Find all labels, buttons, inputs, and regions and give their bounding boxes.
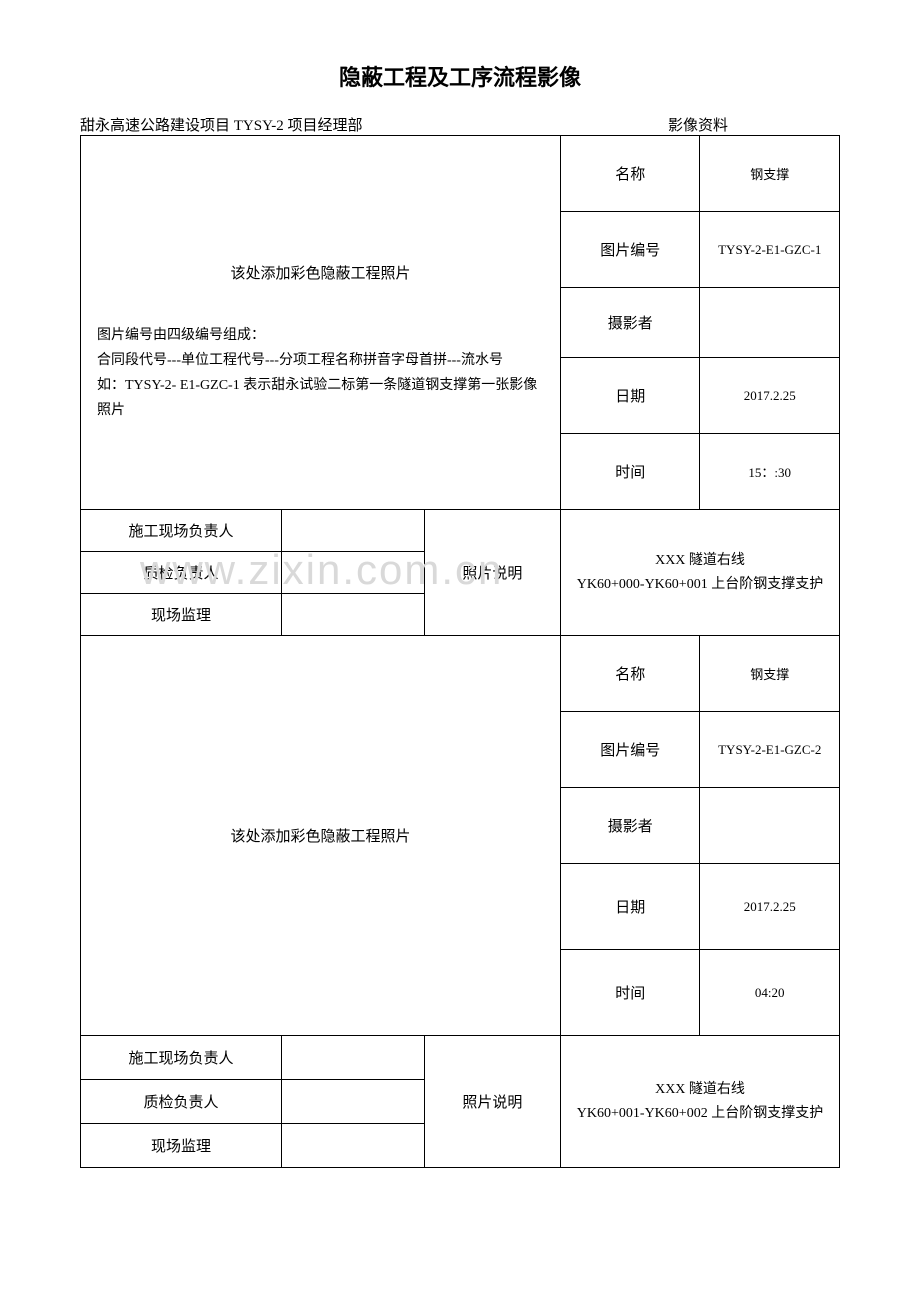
photo-area-2: 该处添加彩色隐蔽工程照片 <box>81 636 561 1036</box>
time-value-1: 15：:30 <box>700 434 840 510</box>
desc-line1-2: XXX 隧道右线 <box>655 1082 745 1097</box>
pic-no-value-1: TYSY-2-E1-GZC-1 <box>700 212 840 288</box>
desc-line1-1: XXX 隧道右线 <box>655 553 745 568</box>
name-value-2: 钢支撑 <box>700 636 840 712</box>
date-label-1: 日期 <box>561 358 700 434</box>
photographer-label-1: 摄影者 <box>561 288 700 358</box>
photo-note-1: 图片编号由四级编号组成： 合同段代号---单位工程代号---分项工程名称拼音字母… <box>85 323 556 424</box>
pic-no-label-2: 图片编号 <box>561 712 700 788</box>
desc-line2-2: YK60+001-YK60+002 上台阶钢支撑支护 <box>577 1106 823 1121</box>
desc-label-2: 照片说明 <box>424 1036 560 1168</box>
time-label-1: 时间 <box>561 434 700 510</box>
date-value-2: 2017.2.25 <box>700 864 840 950</box>
supervisor-value-2 <box>282 1124 425 1168</box>
pic-no-value-2: TYSY-2-E1-GZC-2 <box>700 712 840 788</box>
date-label-2: 日期 <box>561 864 700 950</box>
supervisor-value-1 <box>282 594 425 636</box>
qc-person-value-1 <box>282 552 425 594</box>
site-person-value-2 <box>282 1036 425 1080</box>
desc-value-1: XXX 隧道右线 YK60+000-YK60+001 上台阶钢支撑支护 <box>561 510 840 636</box>
site-person-label-2: 施工现场负责人 <box>81 1036 282 1080</box>
time-label-2: 时间 <box>561 950 700 1036</box>
header-row: 甜永高速公路建设项目 TYSY-2 项目经理部 影像资料 <box>80 114 840 135</box>
photo-area-1: 该处添加彩色隐蔽工程照片 图片编号由四级编号组成： 合同段代号---单位工程代号… <box>81 136 561 510</box>
photo-prompt-1: 该处添加彩色隐蔽工程照片 <box>85 192 556 283</box>
header-material: 影像资料 <box>668 114 840 135</box>
date-value-1: 2017.2.25 <box>700 358 840 434</box>
note-line-3: 如：TYSY-2- E1-GZC-1 表示甜永试验二标第一条隧道钢支撑第一张影像… <box>97 378 537 418</box>
time-value-2: 04:20 <box>700 950 840 1036</box>
photographer-value-1 <box>700 288 840 358</box>
supervisor-label-2: 现场监理 <box>81 1124 282 1168</box>
name-value-1: 钢支撑 <box>700 136 840 212</box>
name-label-1: 名称 <box>561 136 700 212</box>
photo-prompt-2: 该处添加彩色隐蔽工程照片 <box>231 829 411 845</box>
desc-line2-1: YK60+000-YK60+001 上台阶钢支撑支护 <box>577 577 823 592</box>
record-table-1: 该处添加彩色隐蔽工程照片 图片编号由四级编号组成： 合同段代号---单位工程代号… <box>80 135 840 1168</box>
photographer-label-2: 摄影者 <box>561 788 700 864</box>
photographer-value-2 <box>700 788 840 864</box>
name-label-2: 名称 <box>561 636 700 712</box>
document-title: 隐蔽工程及工序流程影像 <box>80 60 840 92</box>
note-line-1: 图片编号由四级编号组成： <box>97 328 265 343</box>
qc-person-label-1: 质检负责人 <box>81 552 282 594</box>
note-line-2: 合同段代号---单位工程代号---分项工程名称拼音字母首拼---流水号 <box>97 353 503 368</box>
qc-person-label-2: 质检负责人 <box>81 1080 282 1124</box>
pic-no-label-1: 图片编号 <box>561 212 700 288</box>
supervisor-label-1: 现场监理 <box>81 594 282 636</box>
header-project: 甜永高速公路建设项目 TYSY-2 项目经理部 <box>80 114 668 135</box>
site-person-label-1: 施工现场负责人 <box>81 510 282 552</box>
desc-label-1: 照片说明 <box>424 510 560 636</box>
desc-value-2: XXX 隧道右线 YK60+001-YK60+002 上台阶钢支撑支护 <box>561 1036 840 1168</box>
qc-person-value-2 <box>282 1080 425 1124</box>
site-person-value-1 <box>282 510 425 552</box>
